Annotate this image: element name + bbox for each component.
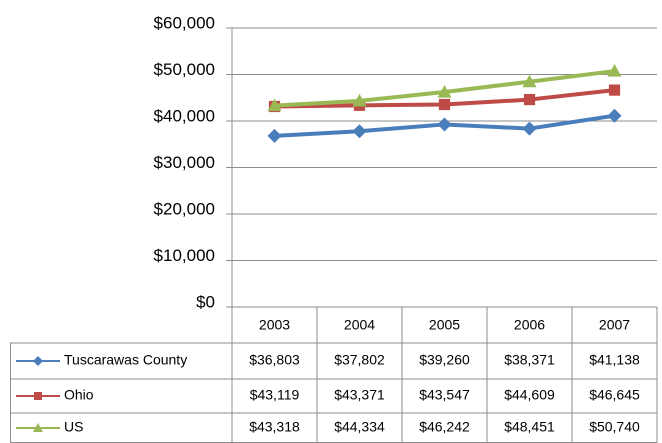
table-value: $50,740 xyxy=(589,419,640,435)
y-tick-label: $10,000 xyxy=(154,246,215,265)
data-point xyxy=(267,128,282,143)
legend-marker xyxy=(34,392,42,400)
x-tick-label: 2003 xyxy=(259,317,290,333)
table-value: $43,119 xyxy=(250,387,300,403)
legend-label: Tuscarawas County xyxy=(64,352,187,368)
y-tick-label: $30,000 xyxy=(154,153,215,172)
data-point xyxy=(267,98,282,112)
table-value: $46,645 xyxy=(589,387,640,403)
table-value: $48,451 xyxy=(504,419,555,435)
y-tick-label: $50,000 xyxy=(154,60,215,79)
table-value: $44,609 xyxy=(504,387,555,403)
data-point xyxy=(607,64,622,77)
data-point xyxy=(437,84,452,98)
table-value: $46,242 xyxy=(419,419,470,435)
table-value: $36,803 xyxy=(249,352,300,368)
data-point xyxy=(608,84,621,96)
table-value: $41,138 xyxy=(589,352,640,368)
y-tick-label: $40,000 xyxy=(154,106,215,125)
table-value: $43,371 xyxy=(334,387,385,403)
data-point xyxy=(352,124,367,139)
data-point xyxy=(607,108,622,123)
data-point xyxy=(522,74,537,88)
data-point xyxy=(437,117,452,132)
y-tick-label: $0 xyxy=(196,292,215,311)
table-value: $44,334 xyxy=(334,419,385,435)
x-tick-label: 2007 xyxy=(599,317,630,333)
table-value: $38,371 xyxy=(504,352,555,368)
legend-marker xyxy=(33,423,43,432)
data-point xyxy=(352,93,367,107)
table-value: $37,802 xyxy=(334,352,385,368)
x-tick-label: 2006 xyxy=(514,317,545,333)
data-point xyxy=(438,98,451,111)
y-tick-label: $20,000 xyxy=(154,199,215,218)
legend-label: Ohio xyxy=(64,387,94,403)
x-tick-label: 2004 xyxy=(344,317,375,333)
table-value: $43,547 xyxy=(419,387,470,403)
y-tick-label: $60,000 xyxy=(154,13,215,32)
legend-label: US xyxy=(64,419,83,435)
data-point xyxy=(522,121,537,136)
table-value: $39,260 xyxy=(419,352,470,368)
data-point xyxy=(523,93,536,106)
table-value: $43,318 xyxy=(249,419,300,435)
legend-marker xyxy=(33,356,43,366)
x-tick-label: 2005 xyxy=(429,317,460,333)
